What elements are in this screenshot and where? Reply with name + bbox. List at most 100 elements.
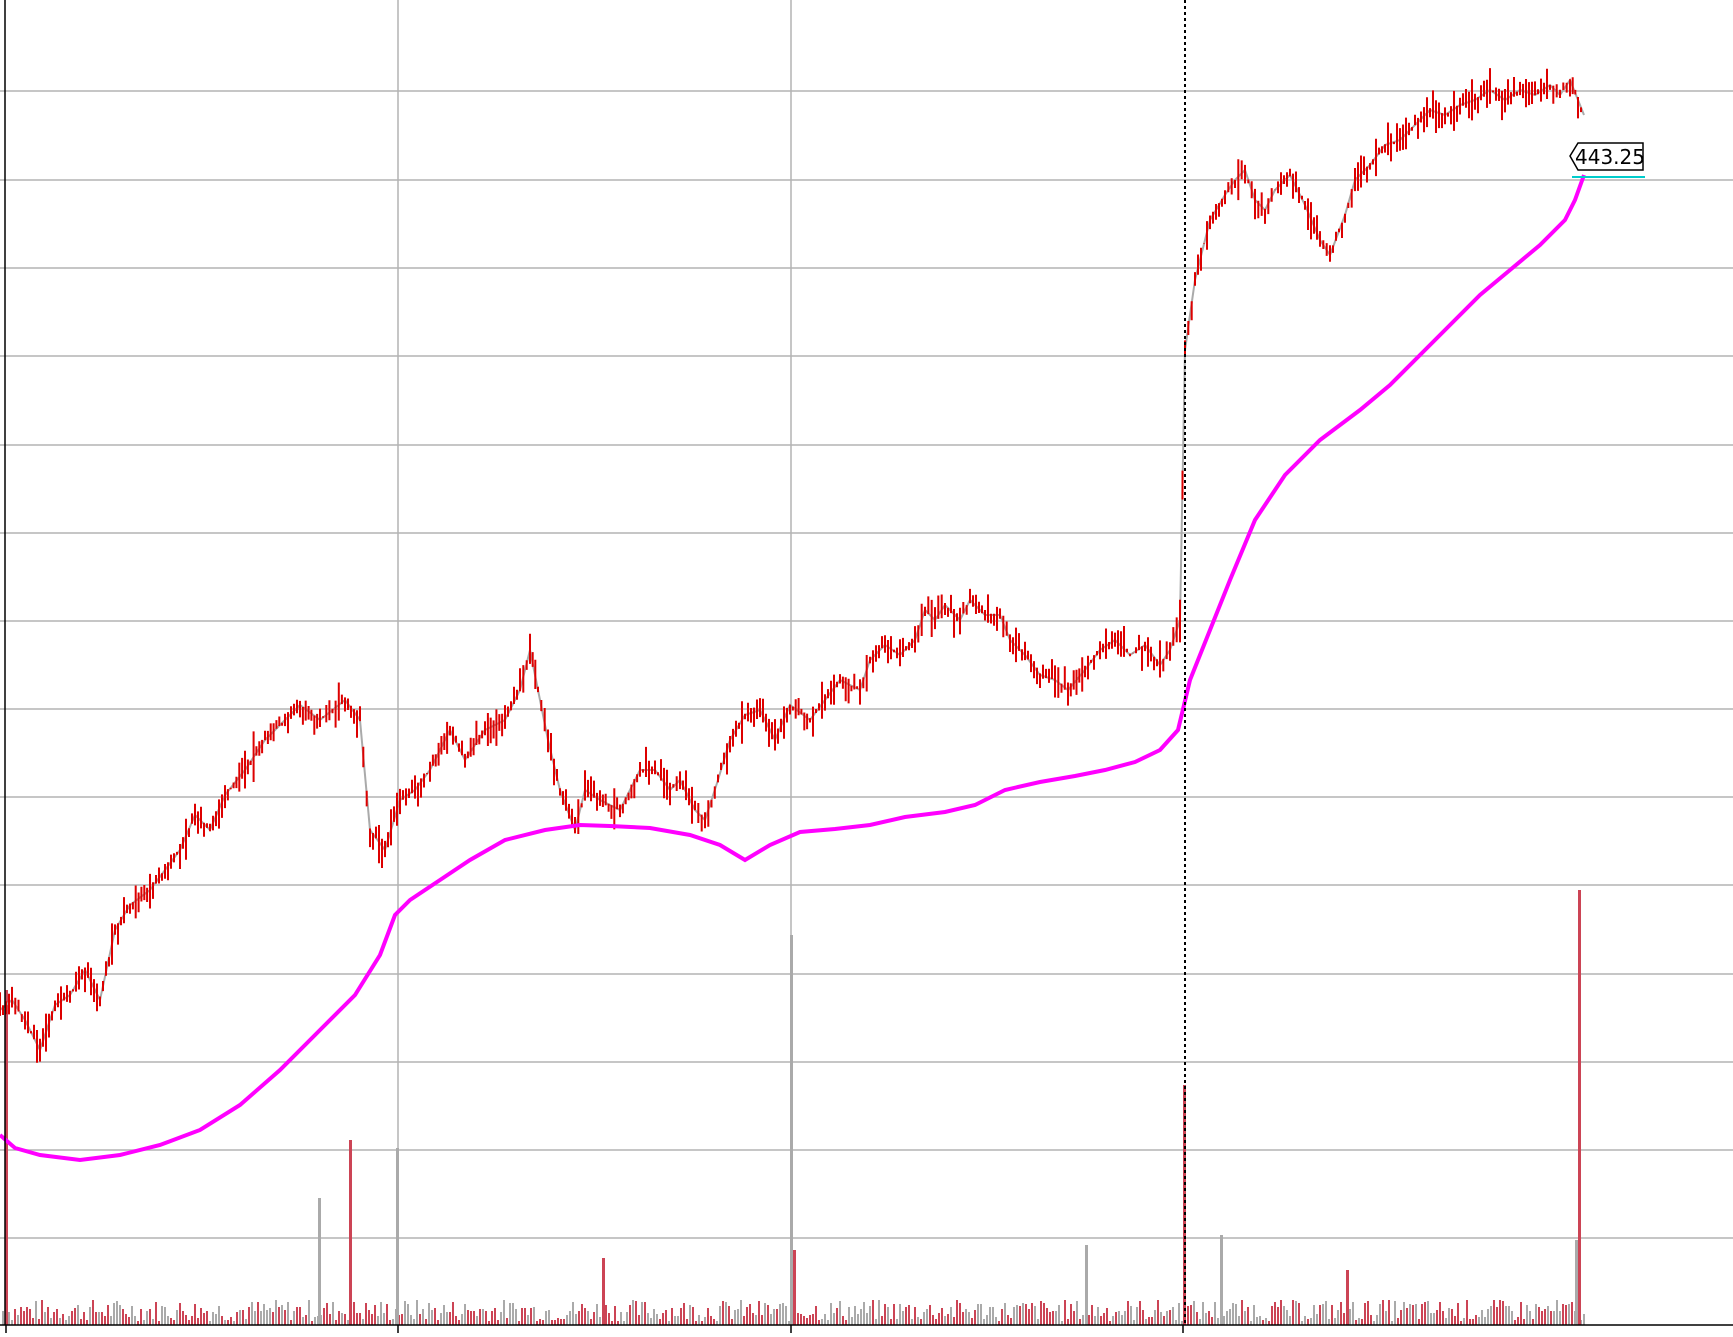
volume-bar	[1316, 1314, 1318, 1325]
volume-bar	[1301, 1321, 1303, 1325]
volume-bar	[422, 1309, 424, 1325]
volume-bar	[1148, 1317, 1150, 1325]
volume-bar	[941, 1308, 943, 1325]
volume-bar	[1106, 1308, 1108, 1325]
volume-bar	[254, 1311, 256, 1325]
volume-bar	[1529, 1311, 1531, 1325]
volume-bar	[287, 1302, 289, 1325]
volume-bar	[1031, 1303, 1033, 1325]
volume-bar	[983, 1319, 985, 1325]
volume-bar	[221, 1316, 223, 1325]
volume-bar	[1475, 1315, 1477, 1325]
volume-bar	[581, 1304, 583, 1325]
volume-bar	[404, 1301, 406, 1325]
volume-bar	[536, 1321, 538, 1325]
volume-bar	[1118, 1311, 1120, 1325]
volume-bar	[767, 1305, 769, 1325]
volume-bar	[848, 1307, 850, 1325]
volume-bar	[389, 1320, 391, 1325]
volume-bar	[1379, 1304, 1381, 1325]
volume-bar	[1415, 1304, 1417, 1325]
volume-bar	[434, 1308, 436, 1325]
volume-bar	[944, 1316, 946, 1325]
volume-bar	[1331, 1305, 1333, 1325]
volume-bar	[914, 1307, 916, 1325]
volume-bar	[641, 1302, 643, 1325]
volume-bar	[827, 1320, 829, 1325]
volume-bar	[683, 1303, 685, 1325]
volume-bar	[1019, 1306, 1021, 1325]
volume-bar	[473, 1311, 475, 1325]
volume-bar	[1235, 1304, 1237, 1325]
volume-bar	[560, 1319, 562, 1325]
volume-bar	[515, 1309, 517, 1325]
last-price-text: 443.25	[1575, 145, 1645, 169]
volume-bar	[110, 1316, 112, 1325]
volume-bar	[1157, 1300, 1159, 1325]
volume-bar	[1196, 1312, 1198, 1325]
volume-bar	[182, 1311, 184, 1325]
volume-bar	[815, 1306, 817, 1325]
volume-bar	[1493, 1300, 1495, 1325]
volume-bar	[503, 1300, 505, 1325]
volume-bar	[1466, 1300, 1468, 1325]
volume-bar	[716, 1321, 718, 1325]
volume-bar	[431, 1310, 433, 1325]
volume-bar	[416, 1300, 418, 1325]
volume-spike	[1346, 1270, 1349, 1325]
volume-bar	[1241, 1300, 1243, 1325]
volume-bar	[995, 1317, 997, 1325]
volume-bar	[719, 1306, 721, 1325]
volume-bar	[1226, 1311, 1228, 1325]
volume-bar	[962, 1312, 964, 1325]
volume-bar	[866, 1313, 868, 1325]
volume-bar	[1436, 1310, 1438, 1325]
volume-bar	[596, 1304, 598, 1325]
volume-bar	[251, 1302, 253, 1325]
volume-bar	[1553, 1311, 1555, 1325]
volume-bar	[506, 1318, 508, 1325]
volume-bar	[1547, 1306, 1549, 1325]
volume-bar	[158, 1321, 160, 1325]
volume-bar	[1094, 1316, 1096, 1325]
volume-bar	[1583, 1314, 1585, 1325]
volume-bar	[1244, 1311, 1246, 1325]
volume-bar	[1358, 1318, 1360, 1325]
volume-bar	[2, 1311, 4, 1325]
volume-bar	[1100, 1316, 1102, 1325]
volume-bar	[938, 1313, 940, 1325]
volume-bar	[1046, 1308, 1048, 1325]
volume-bar	[371, 1314, 373, 1325]
volume-bar	[1145, 1319, 1147, 1325]
volume-bar	[851, 1317, 853, 1325]
volume-bar	[1214, 1302, 1216, 1325]
volume-bar	[104, 1316, 106, 1325]
volume-bar	[173, 1320, 175, 1325]
volume-bar	[839, 1301, 841, 1325]
volume-bar	[227, 1320, 229, 1325]
volume-bar	[500, 1312, 502, 1325]
volume-bar	[47, 1307, 49, 1325]
volume-bar	[1385, 1311, 1387, 1325]
volume-bar	[1364, 1303, 1366, 1325]
volume-bar	[1121, 1315, 1123, 1325]
volume-bar	[989, 1307, 991, 1325]
volume-bar	[59, 1318, 61, 1325]
volume-bar	[896, 1319, 898, 1325]
volume-bar	[746, 1307, 748, 1325]
volume-bar	[353, 1302, 355, 1325]
volume-bar	[1223, 1316, 1225, 1325]
volume-bar	[797, 1313, 799, 1325]
volume-bar	[743, 1316, 745, 1325]
volume-bar	[44, 1312, 46, 1325]
volume-bar	[860, 1309, 862, 1325]
volume-bar	[1568, 1304, 1570, 1325]
volume-bar	[626, 1312, 628, 1325]
volume-bar	[485, 1311, 487, 1325]
volume-bar	[1175, 1320, 1177, 1325]
volume-bar	[779, 1304, 781, 1325]
volume-bar	[380, 1302, 382, 1325]
volume-bar	[1451, 1309, 1453, 1325]
volume-bar	[1199, 1319, 1201, 1325]
volume-bar	[590, 1319, 592, 1325]
